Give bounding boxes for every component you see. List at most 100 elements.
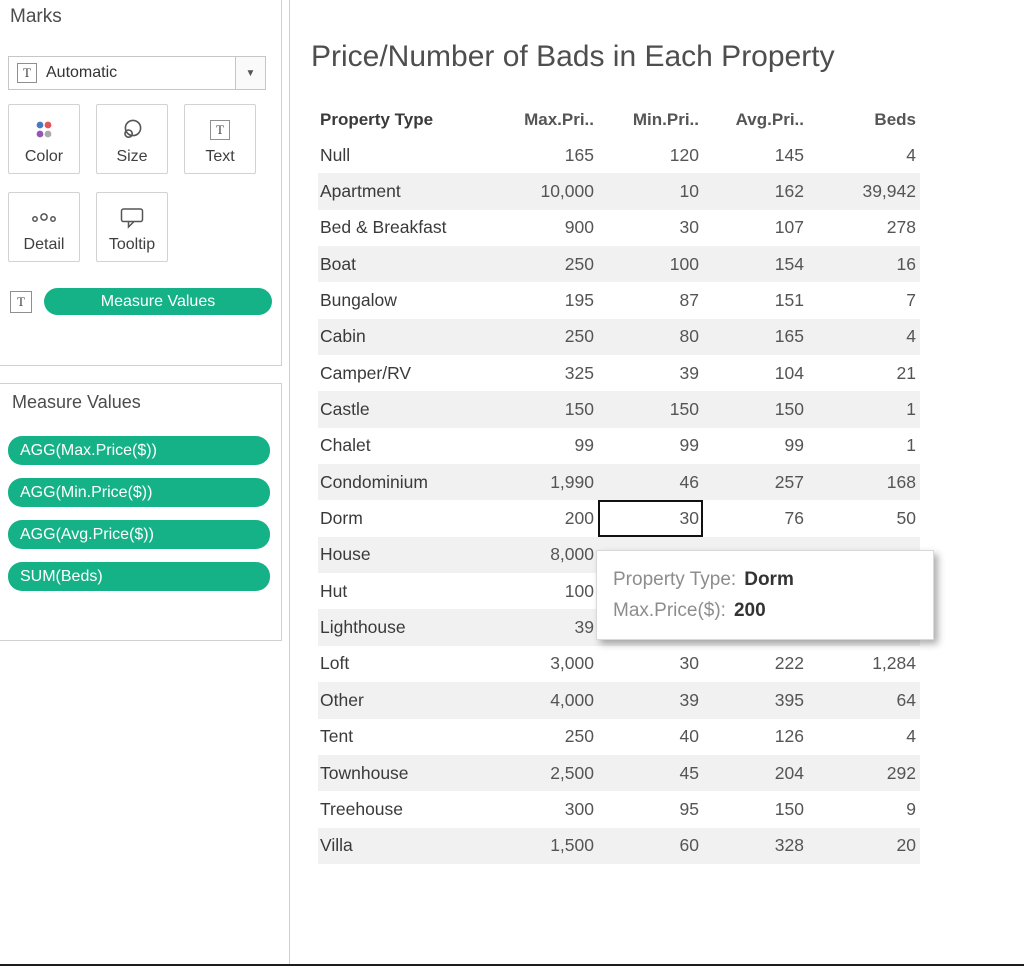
table-cell[interactable]: 150	[774, 798, 804, 819]
table-cell[interactable]: 150	[564, 399, 594, 420]
table-cell[interactable]: 1,990	[550, 471, 594, 492]
text-button[interactable]: T Text	[184, 104, 256, 174]
table-cell[interactable]: 39	[679, 362, 699, 383]
table-cell[interactable]: 99	[784, 435, 804, 456]
column-header[interactable]: Avg.Pri..	[735, 109, 804, 129]
table-cell[interactable]: 39,942	[862, 181, 916, 202]
table-cell[interactable]: 250	[564, 326, 594, 347]
row-header[interactable]: Townhouse	[320, 762, 409, 783]
table-cell[interactable]: 250	[564, 726, 594, 747]
row-header[interactable]: Camper/RV	[320, 362, 412, 383]
table-cell[interactable]: 30	[598, 500, 703, 537]
table-cell[interactable]: 4	[906, 144, 916, 165]
column-header[interactable]: Min.Pri..	[632, 109, 699, 129]
row-header[interactable]: Lighthouse	[320, 617, 406, 638]
table-cell[interactable]: 250	[564, 253, 594, 274]
table-cell[interactable]: 20	[896, 835, 916, 856]
table-cell[interactable]: 900	[564, 217, 594, 238]
measure-pill[interactable]: SUM(Beds)	[8, 562, 270, 591]
table-cell[interactable]: 165	[774, 326, 804, 347]
table-cell[interactable]: 4	[906, 726, 916, 747]
table-cell[interactable]: 165	[564, 144, 594, 165]
column-header[interactable]: Property Type	[320, 109, 434, 129]
measure-pill[interactable]: AGG(Max.Price($))	[8, 436, 270, 465]
table-cell[interactable]: 2,500	[550, 762, 594, 783]
measure-pill[interactable]: AGG(Avg.Price($))	[8, 520, 270, 549]
table-cell[interactable]: 328	[774, 835, 804, 856]
table-cell[interactable]: 10	[679, 181, 699, 202]
table-cell[interactable]: 80	[679, 326, 699, 347]
row-header[interactable]: Tent	[320, 726, 354, 747]
table-cell[interactable]: 46	[679, 471, 699, 492]
table-cell[interactable]: 168	[886, 471, 916, 492]
table-cell[interactable]: 4,000	[550, 689, 594, 710]
table-cell[interactable]: 9	[906, 798, 916, 819]
table-cell[interactable]: 292	[886, 762, 916, 783]
row-header[interactable]: Loft	[320, 653, 350, 674]
table-cell[interactable]: 300	[564, 798, 594, 819]
row-header[interactable]: Hut	[320, 580, 348, 601]
table-cell[interactable]: 150	[774, 399, 804, 420]
table-cell[interactable]: 145	[774, 144, 804, 165]
column-header[interactable]: Beds	[874, 109, 916, 129]
table-cell[interactable]: 40	[679, 726, 699, 747]
table-cell[interactable]: 1,500	[550, 835, 594, 856]
row-header[interactable]: Bed & Breakfast	[320, 217, 447, 238]
table-cell[interactable]: 95	[679, 798, 699, 819]
table-cell[interactable]: 204	[774, 762, 804, 783]
table-cell[interactable]: 21	[896, 362, 916, 383]
table-cell[interactable]: 154	[774, 253, 804, 274]
table-cell[interactable]: 87	[679, 290, 699, 311]
row-header[interactable]: Chalet	[320, 435, 371, 456]
table-cell[interactable]: 16	[896, 253, 916, 274]
row-header[interactable]: Castle	[320, 399, 370, 420]
row-header[interactable]: Condominium	[320, 471, 428, 492]
color-button[interactable]: Color	[8, 104, 80, 174]
table-cell[interactable]: 76	[784, 508, 804, 529]
table-cell[interactable]: 104	[774, 362, 804, 383]
column-header[interactable]: Max.Pri..	[524, 109, 594, 129]
row-header[interactable]: Treehouse	[320, 798, 404, 819]
table-cell[interactable]: 278	[886, 217, 916, 238]
table-cell[interactable]: 1,284	[872, 653, 916, 674]
table-cell[interactable]: 1	[906, 435, 916, 456]
table-cell[interactable]: 200	[564, 508, 594, 529]
table-cell[interactable]: 3,000	[550, 653, 594, 674]
table-cell[interactable]: 1	[906, 399, 916, 420]
table-cell[interactable]: 100	[669, 253, 699, 274]
table-cell[interactable]: 7	[906, 290, 916, 311]
table-cell[interactable]: 325	[564, 362, 594, 383]
table-cell[interactable]: 222	[774, 653, 804, 674]
table-cell[interactable]: 99	[574, 435, 594, 456]
row-header[interactable]: Dorm	[320, 508, 363, 529]
measure-values-pill[interactable]: Measure Values	[44, 288, 272, 315]
table-cell[interactable]: 39	[574, 617, 594, 638]
table-cell[interactable]: 45	[679, 762, 699, 783]
table-cell[interactable]: 100	[564, 580, 594, 601]
table-cell[interactable]: 195	[564, 290, 594, 311]
row-header[interactable]: Null	[320, 144, 351, 165]
tooltip-button[interactable]: Tooltip	[96, 192, 168, 262]
table-cell[interactable]: 4	[906, 326, 916, 347]
table-cell[interactable]: 151	[774, 290, 804, 311]
table-cell[interactable]: 395	[774, 689, 804, 710]
row-header[interactable]: Apartment	[320, 181, 401, 202]
measure-pill[interactable]: AGG(Min.Price($))	[8, 478, 270, 507]
row-header[interactable]: Villa	[320, 835, 353, 856]
table-cell[interactable]: 64	[896, 689, 916, 710]
table-cell[interactable]: 120	[669, 144, 699, 165]
table-cell[interactable]: 8,000	[550, 544, 594, 565]
mark-type-dropdown[interactable]: T Automatic ▼	[8, 56, 266, 90]
row-header[interactable]: Cabin	[320, 326, 366, 347]
table-cell[interactable]: 39	[679, 689, 699, 710]
row-header[interactable]: Bungalow	[320, 290, 397, 311]
row-header[interactable]: Boat	[320, 253, 356, 274]
table-cell[interactable]: 30	[679, 653, 699, 674]
table-cell[interactable]: 150	[669, 399, 699, 420]
table-cell[interactable]: 30	[679, 217, 699, 238]
size-button[interactable]: Size	[96, 104, 168, 174]
row-header[interactable]: Other	[320, 689, 364, 710]
table-cell[interactable]: 107	[774, 217, 804, 238]
table-cell[interactable]: 10,000	[540, 181, 594, 202]
table-cell[interactable]: 99	[679, 435, 699, 456]
